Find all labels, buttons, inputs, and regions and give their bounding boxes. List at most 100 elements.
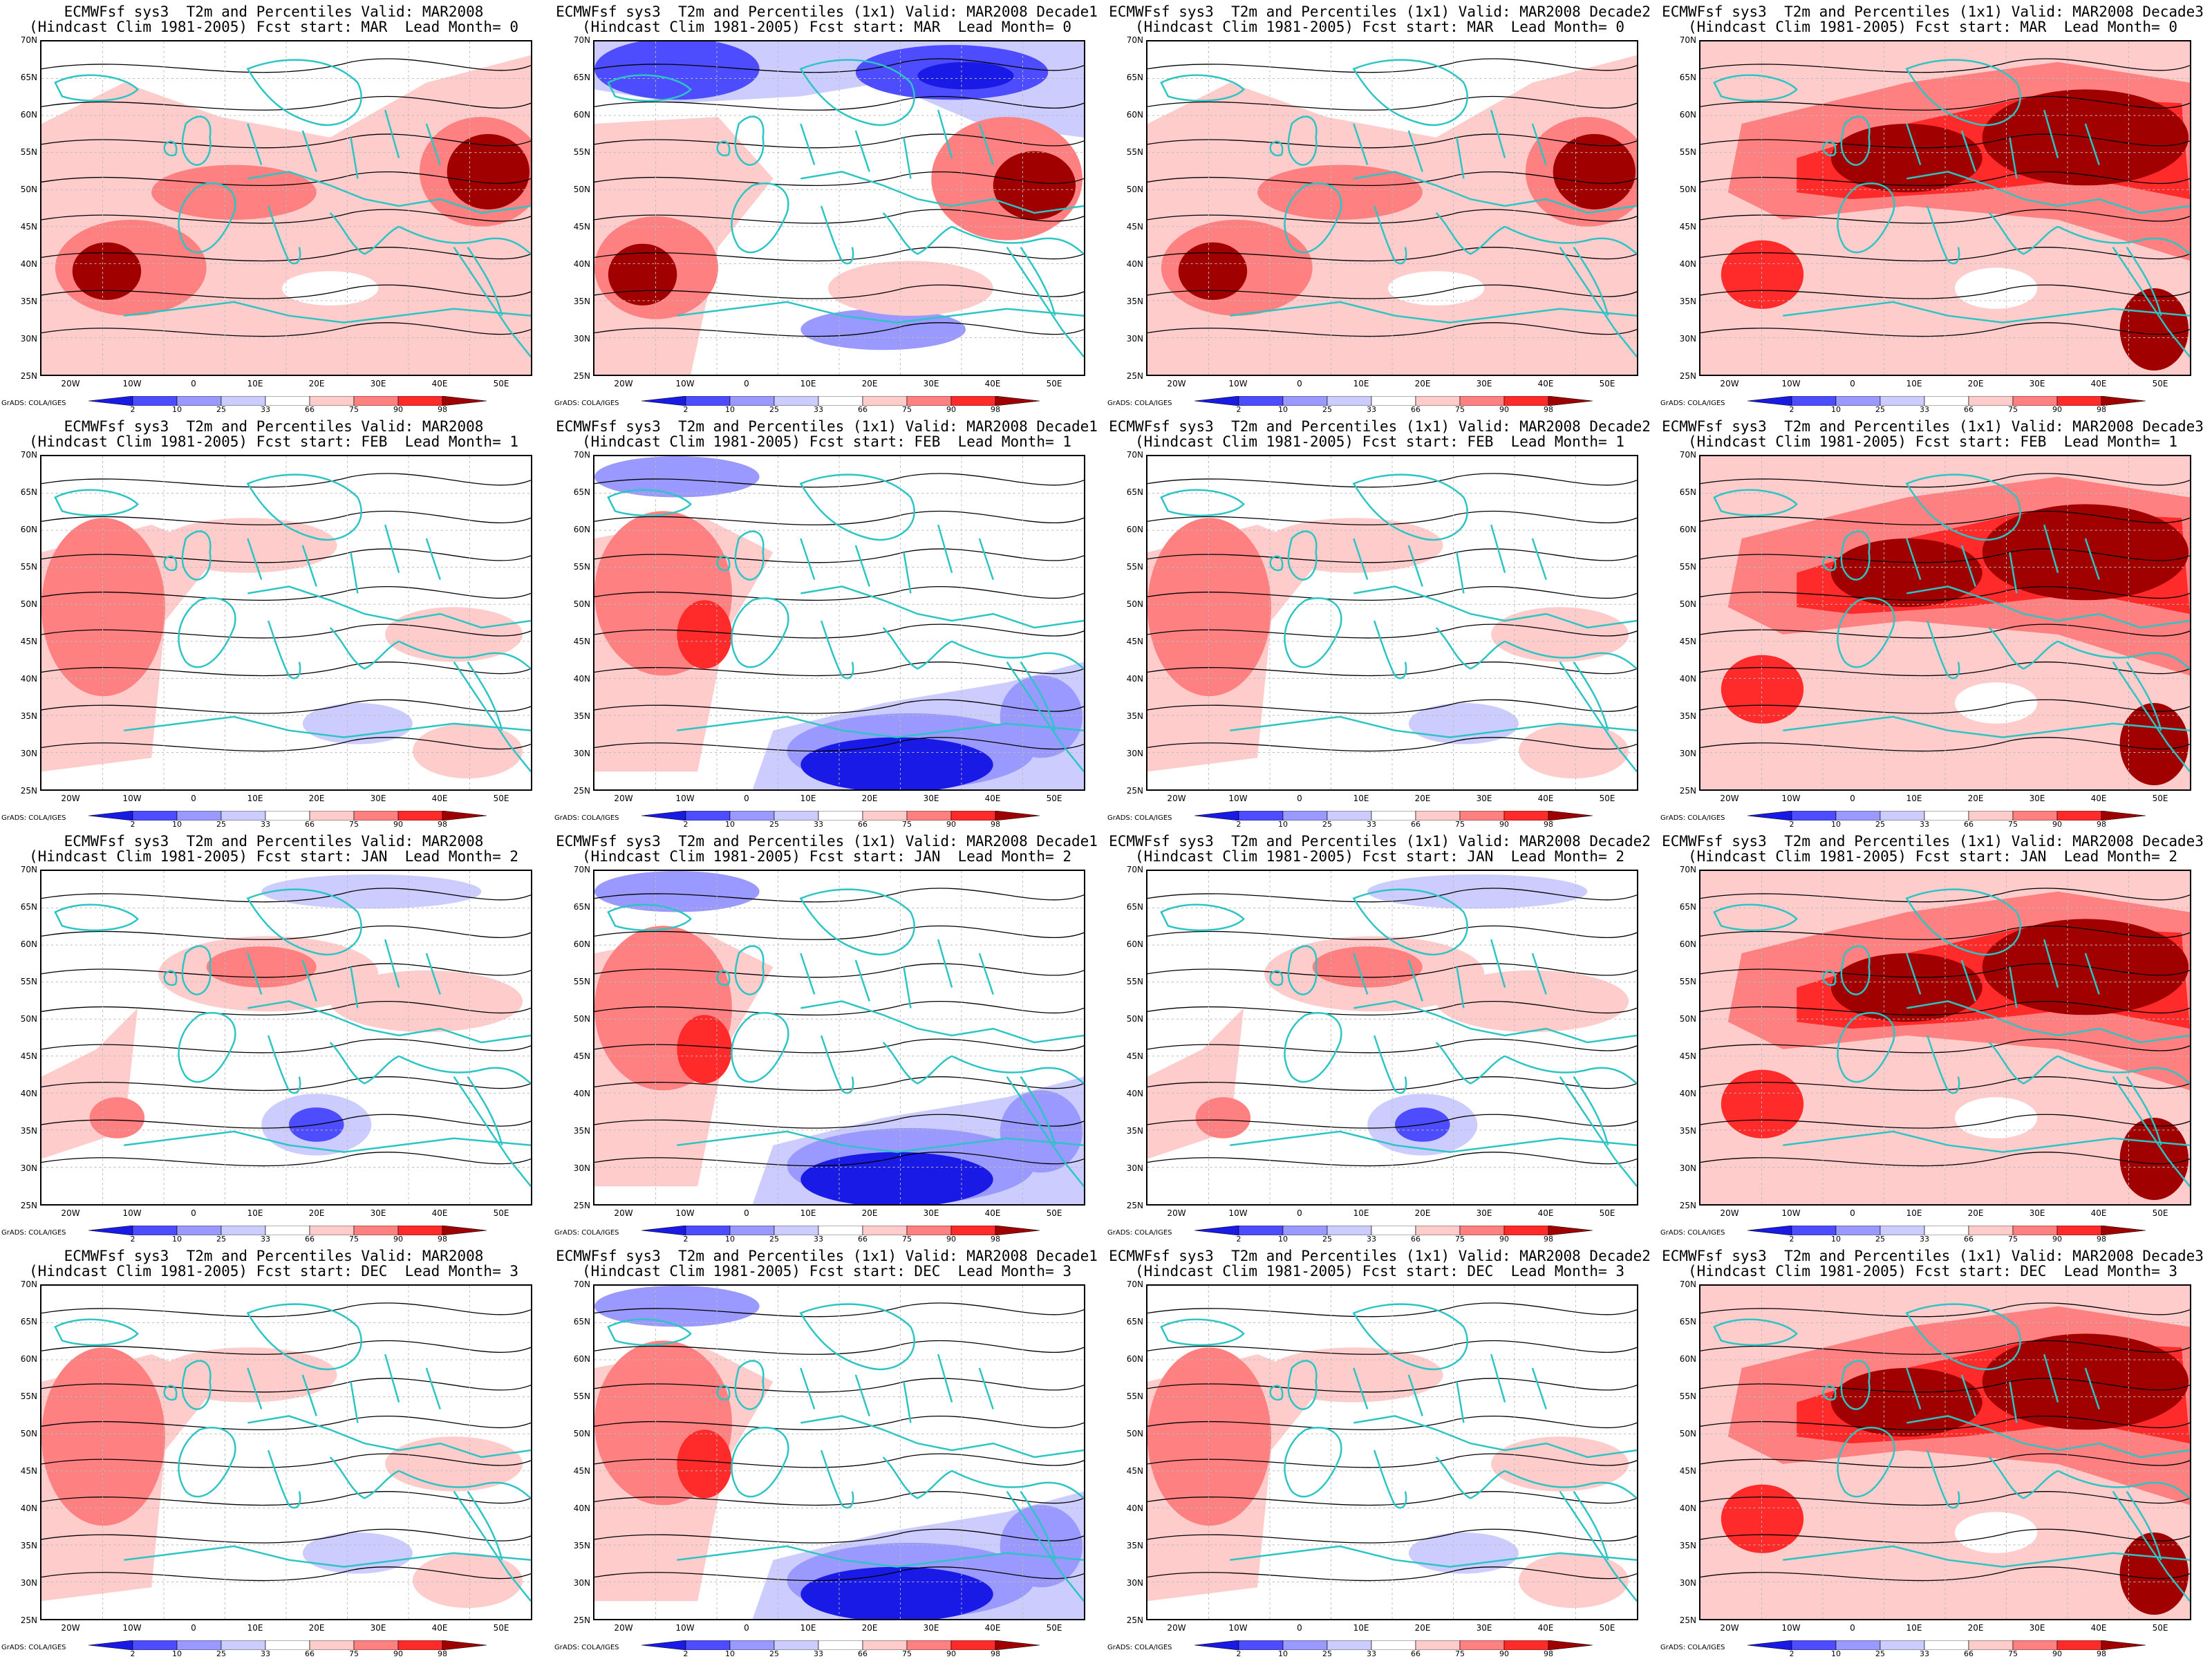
longitude-label: 30E [1476,379,1492,388]
latitude-label: 55N [20,562,37,572]
europe-map [1699,870,2191,1206]
anomaly-fill-light-warm [385,1436,523,1492]
panel-subtitle: (Hindcast Clim 1981-2005) Fcst start: JA… [1134,848,1624,865]
latitude-label: 65N [1126,1317,1143,1327]
longitude-label: 40E [984,1208,1001,1218]
percentile-colorbar [1194,1640,1593,1651]
coastline [1926,1035,1960,1094]
temperature-contour [41,1114,531,1129]
map-canvas [594,456,1084,789]
colorbar-label: 98 [1544,405,1553,414]
latitude-label: 60N [1679,939,1696,949]
latitude-label: 60N [573,1354,590,1364]
temperature-contour [594,737,1084,752]
colorbar-swatch [1835,1225,1881,1236]
grads-credit: GrADS: COLA/IGES [1660,400,1725,407]
colorbar-label: 66 [858,1235,868,1244]
grads-credit: GrADS: COLA/IGES [1,1644,66,1651]
europe-map [593,1284,1085,1620]
map-canvas [1700,1286,2190,1619]
longitude-label: 10W [122,794,142,803]
colorbar-label: 33 [1920,820,1929,829]
coastline [1573,1076,1609,1146]
coastline [1822,970,1837,986]
colorbar-swatch [1238,810,1284,821]
temperature-contour [1147,624,1637,639]
colorbar-label: 10 [1831,405,1841,414]
temperature-contour [1147,699,1637,714]
latitude-label: 25N [573,371,590,381]
anomaly-fill-warmer [677,1430,732,1499]
colorbar-label: 98 [438,405,447,414]
longitude-label: 20E [1967,794,1984,803]
grads-credit: GrADS: COLA/IGES [1107,814,1172,822]
colorbar-label: 2 [1789,405,1794,414]
anomaly-fill-light-warm [158,518,337,573]
longitude-label: 10W [122,1208,142,1218]
europe-map [1146,455,1638,791]
longitude-label: 40E [2090,379,2107,388]
coastline [800,524,994,594]
latitude-label: 45N [1126,1051,1143,1061]
longitude-label: 10W [122,1623,142,1633]
colorbar-label: 66 [305,1235,315,1244]
longitude-label: 40E [984,379,1001,388]
longitude-label: 30E [2029,794,2045,803]
colorbar-swatch [1968,395,2014,406]
longitude-label: 20E [308,794,325,803]
coastline [1783,715,2190,738]
coastline [467,1490,503,1561]
latitude-label: 25N [1679,371,1696,381]
colorbar-label: 98 [991,820,1000,829]
coastline [1573,1490,1609,1561]
colorbar-swatch [1747,395,1792,406]
coastline [124,1130,531,1153]
temperature-contour [594,95,1084,111]
colorbar-label: 33 [1920,1235,1929,1244]
coastline [1988,1456,2059,1499]
anomaly-fill-very-cold [917,62,1014,90]
coastline [1988,1042,2059,1085]
latitude-label: 30N [1126,1578,1143,1588]
percentile-colorbar [88,395,487,406]
temperature-contour [594,284,1084,299]
panel-title: ECMWFsf sys3 T2m and Percentiles (1x1) V… [1662,3,2204,20]
temperature-contour [1147,1566,1637,1582]
colorbar-label: 98 [991,1235,1000,1244]
latitude-label: 50N [1126,1429,1143,1438]
colorbar-swatch [818,1640,863,1651]
grads-credit: GrADS: COLA/IGES [554,814,619,822]
colorbar-label: 75 [2008,1235,2018,1244]
longitude-label: 20E [861,794,878,803]
latitude-label: 70N [20,865,37,874]
colorbar-label: 98 [2097,820,2106,829]
temperature-contour [594,510,1084,525]
latitude-label: 65N [1126,73,1143,82]
longitude-label: 20W [1720,1208,1739,1218]
colorbar-label: 90 [946,1235,956,1244]
anomaly-fill-cold [1000,675,1083,758]
colorbar-label: 98 [2097,405,2106,414]
colorbar-swatch [729,1225,775,1236]
latitude-label: 35N [1126,1541,1143,1550]
coastline [1906,1415,2190,1459]
longitude-label: 0 [191,1623,196,1633]
longitude-label: 40E [431,1208,448,1218]
colorbar-label: 75 [349,820,359,829]
coastline [178,597,236,668]
colorbar-swatch [1880,810,1925,821]
temperature-contour [594,1302,1084,1318]
coastline [1284,1012,1342,1083]
latitude-label: 55N [573,977,590,986]
coastline [329,212,400,255]
colorbar-swatch [1548,810,1593,821]
panel-title: ECMWFsf sys3 T2m and Percentiles (1x1) V… [556,3,1098,20]
temperature-contour [1147,1038,1637,1053]
coastline [1353,524,1547,594]
anomaly-fill-neutral [1954,1512,2038,1553]
anomaly-fill-cold [594,1286,760,1327]
coastline [1287,115,1318,166]
longitude-label: 20W [1167,794,1186,803]
coastline [799,888,915,956]
longitude-label: 10W [122,379,142,388]
